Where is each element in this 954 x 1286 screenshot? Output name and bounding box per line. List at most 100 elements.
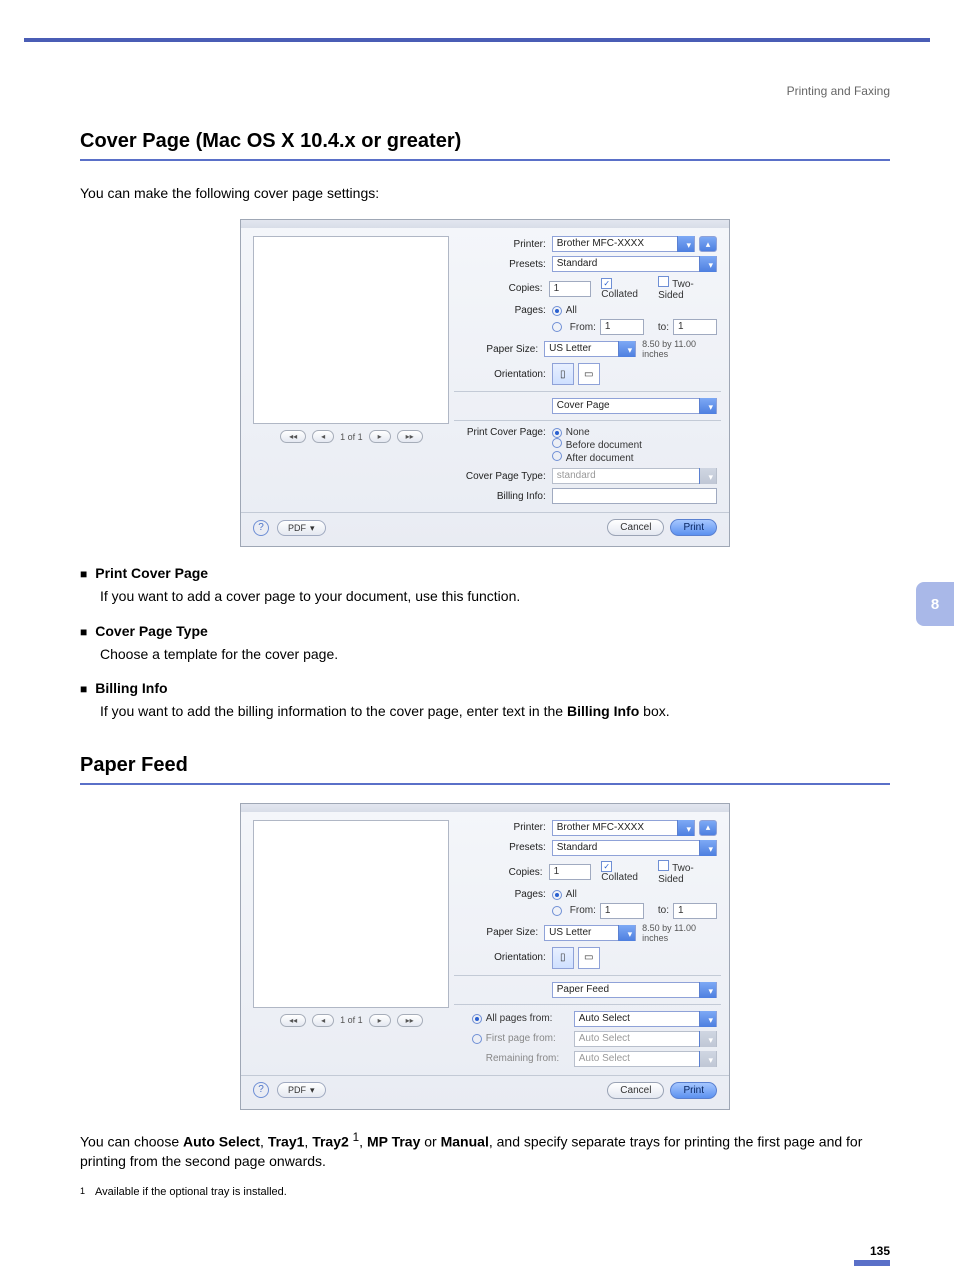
panel-select[interactable]: Cover Page <box>552 398 717 414</box>
pages-from-input[interactable]: 1 <box>600 319 644 335</box>
section2-paragraph: You can choose Auto Select, Tray1, Tray2… <box>80 1130 890 1172</box>
orientation-portrait[interactable]: ▯ <box>552 363 574 385</box>
printer-select[interactable]: Brother MFC-XXXX <box>552 236 695 252</box>
presets-select[interactable]: Standard <box>552 256 717 272</box>
printer-label: Printer: <box>462 822 552 833</box>
print-button[interactable]: Print <box>670 519 717 536</box>
orientation-landscape[interactable]: ▭ <box>578 363 600 385</box>
pages-all-radio[interactable] <box>552 306 562 316</box>
bullet3-desc: If you want to add the billing informati… <box>100 702 890 722</box>
orientation-portrait[interactable]: ▯ <box>552 947 574 969</box>
printer-expand-button[interactable]: ▴ <box>699 236 717 252</box>
allpages-tray-select[interactable]: Auto Select <box>574 1011 717 1027</box>
pcp-none-label: None <box>566 427 590 438</box>
collated-checkbox[interactable]: ✓ <box>601 278 612 289</box>
help-icon[interactable]: ? <box>253 1082 269 1098</box>
section1-intro: You can make the following cover page se… <box>80 185 890 201</box>
nav-prev-button[interactable]: ◂ <box>312 430 334 443</box>
cancel-button[interactable]: Cancel <box>607 1082 664 1099</box>
billing-info-input[interactable] <box>552 488 717 504</box>
nav-next-button[interactable]: ▸ <box>369 430 391 443</box>
print-preview-area <box>253 820 449 1008</box>
papersize-label: Paper Size: <box>462 927 544 938</box>
pcp-after-radio[interactable] <box>552 451 562 461</box>
chapter-side-tab: 8 <box>916 582 954 626</box>
print-button[interactable]: Print <box>670 1082 717 1099</box>
papersize-select[interactable]: US Letter <box>544 925 636 941</box>
page-number: 135 <box>0 1244 890 1258</box>
pages-to-input[interactable]: 1 <box>673 319 717 335</box>
papersize-label: Paper Size: <box>462 344 544 355</box>
nav-page-indicator: 1 of 1 <box>340 1015 363 1025</box>
pcp-before-label: Before document <box>566 440 642 451</box>
pages-from-label: From: <box>570 322 596 333</box>
collated-label: Collated <box>601 872 638 883</box>
firstpage-label: First page from: <box>486 1033 574 1044</box>
papersize-hint: 8.50 by 11.00 inches <box>642 339 717 359</box>
nav-last-button[interactable]: ▸▸ <box>397 430 423 443</box>
orientation-landscape[interactable]: ▭ <box>578 947 600 969</box>
copies-label: Copies: <box>462 867 549 878</box>
presets-select[interactable]: Standard <box>552 840 717 856</box>
copies-input[interactable]: 1 <box>549 864 592 880</box>
orientation-label: Orientation: <box>462 952 552 963</box>
pages-from-label: From: <box>570 905 596 916</box>
pdf-menu-button[interactable]: PDF▾ <box>277 1082 326 1098</box>
pages-to-input[interactable]: 1 <box>673 903 717 919</box>
twosided-checkbox[interactable] <box>658 276 669 287</box>
nav-next-button[interactable]: ▸ <box>369 1014 391 1027</box>
bullet3-title: Billing Info <box>95 680 167 696</box>
allpages-radio[interactable] <box>472 1014 482 1024</box>
pdf-menu-button[interactable]: PDF▾ <box>277 520 326 536</box>
nav-first-button[interactable]: ◂◂ <box>280 1014 306 1027</box>
copies-label: Copies: <box>462 283 549 294</box>
panel-select[interactable]: Paper Feed <box>552 982 717 998</box>
allpages-label: All pages from: <box>486 1013 574 1024</box>
pcp-before-radio[interactable] <box>552 438 562 448</box>
pages-from-input[interactable]: 1 <box>600 903 644 919</box>
bullet1-desc: If you want to add a cover page to your … <box>100 587 890 607</box>
printer-expand-button[interactable]: ▴ <box>699 820 717 836</box>
orientation-label: Orientation: <box>462 369 552 380</box>
pages-all-radio[interactable] <box>552 890 562 900</box>
copies-input[interactable]: 1 <box>549 281 592 297</box>
papersize-hint: 8.50 by 11.00 inches <box>642 923 717 943</box>
pages-to-label: to: <box>658 322 669 333</box>
remaining-tray-select[interactable]: Auto Select <box>574 1051 717 1067</box>
nav-prev-button[interactable]: ◂ <box>312 1014 334 1027</box>
papersize-select[interactable]: US Letter <box>544 341 636 357</box>
nav-page-indicator: 1 of 1 <box>340 432 363 442</box>
collated-checkbox[interactable]: ✓ <box>601 861 612 872</box>
bullet-icon: ■ <box>80 625 87 639</box>
help-icon[interactable]: ? <box>253 520 269 536</box>
collated-label: Collated <box>601 289 638 300</box>
presets-label: Presets: <box>462 842 552 853</box>
print-dialog-paperfeed: ◂◂ ◂ 1 of 1 ▸ ▸▸ Printer: Brother MFC-XX… <box>240 803 730 1110</box>
cancel-button[interactable]: Cancel <box>607 519 664 536</box>
pages-to-label: to: <box>658 905 669 916</box>
bullet2-desc: Choose a template for the cover page. <box>100 645 890 665</box>
page-number-underline <box>854 1260 890 1266</box>
pcp-none-radio[interactable] <box>552 428 562 438</box>
printer-select[interactable]: Brother MFC-XXXX <box>552 820 695 836</box>
nav-last-button[interactable]: ▸▸ <box>397 1014 423 1027</box>
header-breadcrumb: Printing and Faxing <box>0 84 890 98</box>
firstpage-tray-select[interactable]: Auto Select <box>574 1031 717 1047</box>
pages-all-label: All <box>566 305 577 316</box>
cover-page-type-select[interactable]: standard <box>552 468 717 484</box>
remaining-label: Remaining from: <box>486 1053 574 1064</box>
firstpage-radio[interactable] <box>472 1034 482 1044</box>
top-brand-line <box>24 38 930 42</box>
twosided-checkbox[interactable] <box>658 860 669 871</box>
pcp-after-label: After document <box>566 453 634 464</box>
pages-all-label: All <box>566 889 577 900</box>
nav-first-button[interactable]: ◂◂ <box>280 430 306 443</box>
section2-title: Paper Feed <box>80 754 890 785</box>
bullet2-title: Cover Page Type <box>95 623 208 639</box>
presets-label: Presets: <box>462 259 552 270</box>
pages-label: Pages: <box>462 889 552 900</box>
pages-range-radio[interactable] <box>552 322 562 332</box>
pages-range-radio[interactable] <box>552 906 562 916</box>
printer-label: Printer: <box>462 239 552 250</box>
bullet1-title: Print Cover Page <box>95 565 208 581</box>
